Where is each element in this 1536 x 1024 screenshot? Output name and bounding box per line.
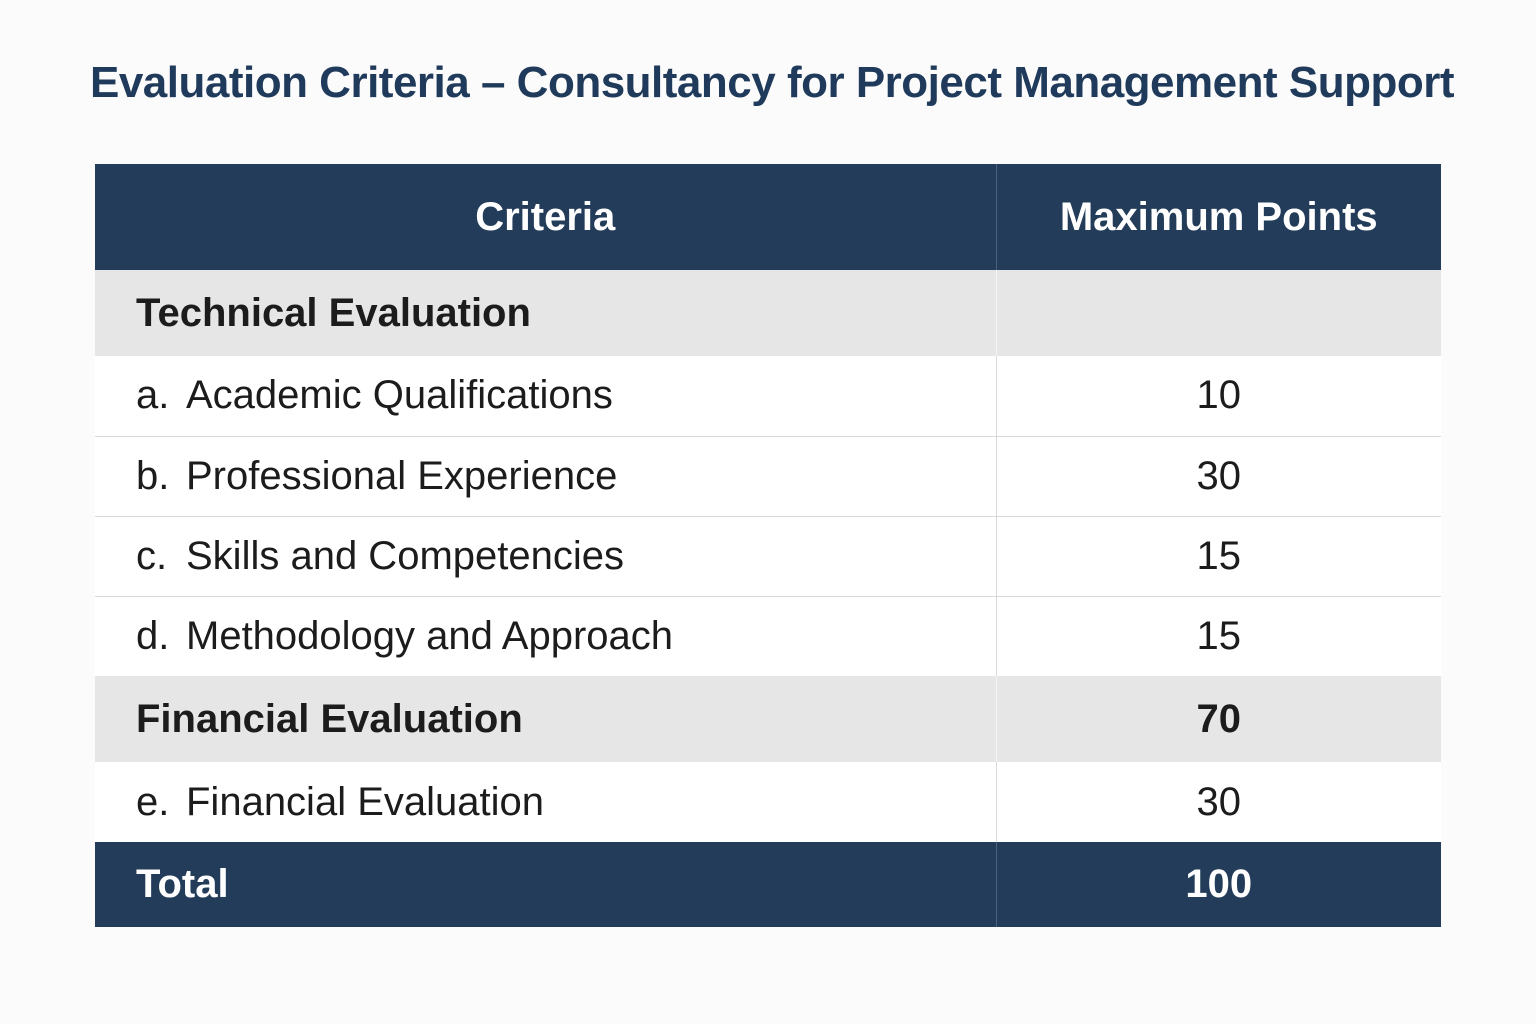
total-row: Total 100 bbox=[95, 842, 1441, 927]
table-row: b. Professional Experience 30 bbox=[95, 436, 1441, 517]
section-label: Financial Evaluation bbox=[95, 676, 997, 762]
table-row: a. Academic Qualifications 10 bbox=[95, 356, 1441, 437]
item-label: Methodology and Approach bbox=[186, 613, 674, 658]
section-points bbox=[996, 270, 1441, 356]
section-row-technical: Technical Evaluation bbox=[95, 270, 1441, 356]
header-maximum-points: Maximum Points bbox=[996, 164, 1441, 270]
item-letter: a. bbox=[136, 373, 170, 418]
criteria-cell: e. Financial Evaluation bbox=[95, 762, 997, 842]
points-cell: 10 bbox=[996, 356, 1441, 437]
table-header-row: Criteria Maximum Points bbox=[95, 164, 1441, 270]
page-title: Evaluation Criteria – Consultancy for Pr… bbox=[89, 58, 1455, 107]
item-label: Academic Qualifications bbox=[186, 373, 613, 418]
item-label: Financial Evaluation bbox=[186, 779, 544, 824]
item-label: Skills and Competencies bbox=[186, 533, 624, 578]
section-label: Technical Evaluation bbox=[95, 270, 997, 356]
points-cell: 15 bbox=[996, 516, 1441, 597]
table-row: d. Methodology and Approach 15 bbox=[95, 596, 1441, 676]
criteria-cell: d. Methodology and Approach bbox=[95, 596, 997, 676]
item-label: Professional Experience bbox=[186, 453, 618, 498]
section-points: 70 bbox=[996, 676, 1441, 762]
points-cell: 15 bbox=[996, 596, 1441, 676]
item-letter: b. bbox=[136, 453, 170, 498]
evaluation-table: Criteria Maximum Points Technical Evalua… bbox=[95, 164, 1441, 927]
section-row-financial: Financial Evaluation 70 bbox=[95, 676, 1441, 762]
table-row: e. Financial Evaluation 30 bbox=[95, 762, 1441, 842]
total-points: 100 bbox=[996, 842, 1441, 927]
criteria-cell: a. Academic Qualifications bbox=[95, 356, 997, 437]
total-label: Total bbox=[95, 842, 997, 927]
header-criteria: Criteria bbox=[95, 164, 997, 270]
points-cell: 30 bbox=[996, 762, 1441, 842]
table-row: c. Skills and Competencies 15 bbox=[95, 516, 1441, 597]
item-letter: e. bbox=[136, 779, 170, 824]
item-letter: c. bbox=[136, 533, 168, 578]
criteria-cell: b. Professional Experience bbox=[95, 436, 997, 517]
points-cell: 30 bbox=[996, 436, 1441, 517]
criteria-cell: c. Skills and Competencies bbox=[95, 516, 997, 597]
item-letter: d. bbox=[136, 613, 170, 658]
